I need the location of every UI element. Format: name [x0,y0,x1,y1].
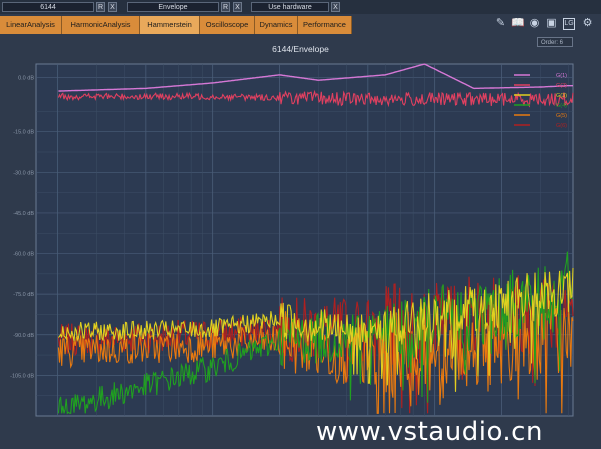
y-tick-label: -60.0 dB [13,252,34,258]
legend: G(1) G(2) G(3) G(4) G(5) G(6) [514,73,567,129]
camera-icon[interactable]: ▣ [546,17,557,29]
tab-performance[interactable]: Performance [298,16,352,34]
close-button-2[interactable]: X [233,2,242,12]
tab-hammerstein[interactable]: Hammerstein [140,16,200,34]
series-line-g3 [58,267,574,392]
plot-area [35,63,574,417]
tab-harmonic-analysis[interactable]: HarmonicAnalysis [62,16,140,34]
series-line-g4 [57,251,574,415]
reset-button-2[interactable]: R [221,2,230,12]
tab-oscilloscope[interactable]: Oscilloscope [200,16,255,34]
gear-icon[interactable]: ⚙ [582,17,593,29]
report-icon[interactable]: ✎ [495,17,506,29]
tab-linear-analysis[interactable]: LinearAnalysis [0,16,62,34]
legend-label: G(6) [556,123,567,129]
y-tick-label: -15.0 dB [13,130,34,136]
plot-series [57,63,574,415]
y-tick-label: -75.0 dB [13,292,34,298]
chart-title: 6144/Envelope [272,44,329,54]
y-tick-label: 0.0 dB [18,76,34,82]
mode-select[interactable]: Envelope [127,2,219,12]
eye-icon[interactable]: ◉ [529,17,540,29]
legend-label: G(5) [556,113,567,119]
series-line-g1 [58,63,573,92]
y-axis-ticks: 0.0 dB -15.0 dB -30.0 dB -45.0 dB -60.0 dB -7… [10,76,34,380]
series-line-g5 [57,298,574,414]
series-line-g2 [57,89,574,108]
order-select[interactable]: Order: 6 [537,37,573,47]
y-tick-label: -45.0 dB [13,211,34,217]
legend-label: G(2) [556,83,567,89]
legend-label: G(4) [556,103,567,109]
y-tick-label: -90.0 dB [13,333,34,339]
watermark-text: www.vstaudio.cn [316,417,543,447]
close-button-3[interactable]: X [331,2,340,12]
plot-grid [36,64,573,416]
legend-label: G(1) [556,73,567,79]
legend-label: G(3) [556,93,567,99]
envelope-plot: 0.0 dB -15.0 dB -30.0 dB -45.0 dB -60.0 dB -7… [10,63,574,417]
book-icon[interactable]: 📖 [511,17,525,29]
top-toolbar: 6144 R X Envelope R X Use hardware X [0,0,601,14]
tab-dynamics[interactable]: Dynamics [255,16,298,34]
length-select[interactable]: 6144 [2,2,94,12]
log-icon[interactable]: LG [563,18,575,30]
reset-button-1[interactable]: R [96,2,105,12]
hardware-select[interactable]: Use hardware [251,2,329,12]
y-tick-label: -30.0 dB [13,170,34,176]
y-tick-label: -105.0 dB [10,373,34,379]
close-button-1[interactable]: X [108,2,117,12]
